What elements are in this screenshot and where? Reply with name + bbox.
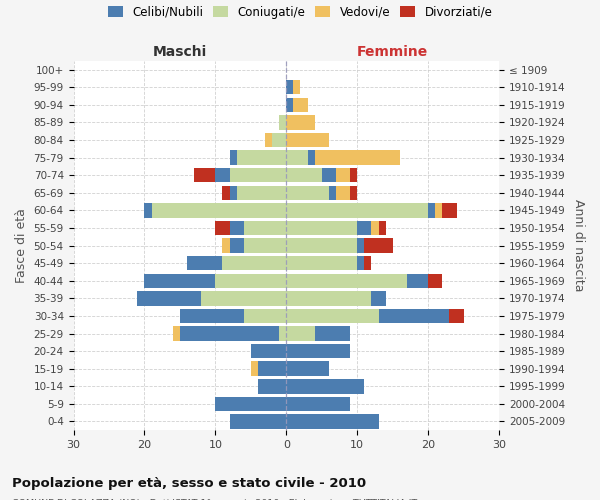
Bar	[428, 203, 435, 218]
Bar	[336, 168, 350, 182]
Bar	[230, 238, 244, 253]
Bar	[265, 133, 272, 147]
Text: Femmine: Femmine	[357, 45, 428, 59]
Text: Maschi: Maschi	[153, 45, 207, 59]
Bar	[152, 203, 286, 218]
Bar	[308, 150, 314, 165]
Bar	[223, 256, 286, 270]
Bar	[379, 308, 449, 323]
Bar	[223, 238, 230, 253]
Bar	[201, 291, 286, 306]
Bar	[230, 221, 244, 235]
Bar	[286, 256, 357, 270]
Bar	[286, 221, 357, 235]
Bar	[286, 133, 329, 147]
Bar	[145, 274, 215, 288]
Bar	[293, 98, 308, 112]
Bar	[286, 238, 357, 253]
Bar	[230, 168, 286, 182]
Bar	[379, 221, 386, 235]
Bar	[279, 326, 286, 340]
Bar	[180, 326, 279, 340]
Bar	[223, 186, 230, 200]
Bar	[449, 308, 464, 323]
Bar	[272, 133, 286, 147]
Bar	[371, 221, 379, 235]
Bar	[336, 186, 350, 200]
Text: COMUNE DI COLAZZA (NO) - Dati ISTAT 1° gennaio 2010 - Elaborazione TUTTITALIA.IT: COMUNE DI COLAZZA (NO) - Dati ISTAT 1° g…	[12, 498, 417, 500]
Bar	[215, 168, 230, 182]
Y-axis label: Anni di nascita: Anni di nascita	[572, 200, 585, 292]
Bar	[407, 274, 428, 288]
Bar	[357, 221, 371, 235]
Bar	[236, 150, 286, 165]
Bar	[230, 414, 286, 428]
Bar	[230, 150, 236, 165]
Bar	[329, 186, 336, 200]
Bar	[244, 238, 286, 253]
Bar	[286, 344, 350, 358]
Bar	[364, 238, 392, 253]
Bar	[137, 291, 201, 306]
Bar	[286, 98, 293, 112]
Bar	[215, 221, 230, 235]
Bar	[286, 326, 314, 340]
Bar	[286, 186, 329, 200]
Bar	[215, 396, 286, 411]
Bar	[236, 186, 286, 200]
Bar	[286, 274, 407, 288]
Bar	[180, 308, 244, 323]
Bar	[145, 203, 152, 218]
Legend: Celibi/Nubili, Coniugati/e, Vedovi/e, Divorziati/e: Celibi/Nubili, Coniugati/e, Vedovi/e, Di…	[103, 1, 497, 24]
Bar	[215, 274, 286, 288]
Bar	[350, 186, 357, 200]
Bar	[173, 326, 180, 340]
Bar	[442, 203, 457, 218]
Y-axis label: Fasce di età: Fasce di età	[15, 208, 28, 283]
Bar	[194, 168, 215, 182]
Bar	[279, 115, 286, 130]
Bar	[286, 291, 371, 306]
Text: Popolazione per età, sesso e stato civile - 2010: Popolazione per età, sesso e stato civil…	[12, 477, 366, 490]
Bar	[286, 80, 293, 94]
Bar	[230, 186, 236, 200]
Bar	[364, 256, 371, 270]
Bar	[371, 291, 386, 306]
Bar	[314, 150, 400, 165]
Bar	[251, 344, 286, 358]
Bar	[286, 396, 350, 411]
Bar	[244, 308, 286, 323]
Bar	[322, 168, 336, 182]
Bar	[286, 308, 379, 323]
Bar	[244, 221, 286, 235]
Bar	[286, 150, 308, 165]
Bar	[258, 379, 286, 394]
Bar	[286, 362, 329, 376]
Bar	[428, 274, 442, 288]
Bar	[357, 256, 364, 270]
Bar	[357, 238, 364, 253]
Bar	[258, 362, 286, 376]
Bar	[293, 80, 301, 94]
Bar	[314, 326, 350, 340]
Bar	[187, 256, 223, 270]
Bar	[286, 379, 364, 394]
Bar	[286, 168, 322, 182]
Bar	[350, 168, 357, 182]
Bar	[286, 414, 379, 428]
Bar	[435, 203, 442, 218]
Bar	[286, 115, 314, 130]
Bar	[251, 362, 258, 376]
Bar	[286, 203, 428, 218]
